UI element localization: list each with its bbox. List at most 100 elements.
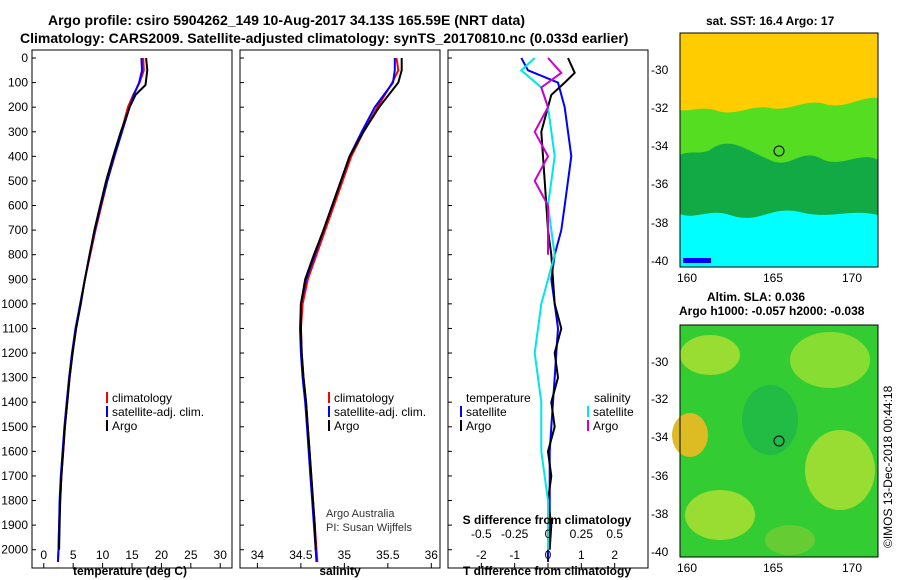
x-tick-label: 35.5 (376, 548, 400, 562)
series-line-climatology (56, 57, 145, 563)
sst-lat-tick: -32 (651, 101, 669, 115)
sst-lon-tick: 170 (842, 271, 862, 285)
sla-lat-tick: -40 (651, 545, 669, 559)
legend-swatch-s-satellite (587, 406, 589, 417)
legend-swatch-argo (106, 420, 108, 431)
legend-s-satellite: satellite (593, 405, 634, 419)
salinity-x-label: salinity (319, 564, 361, 578)
series-line-climatology (299, 57, 400, 563)
x-tick-label: 0 (545, 548, 552, 562)
legend-swatch-t-satellite (460, 406, 462, 417)
difference-panel-frame (447, 49, 649, 569)
sla-lat-tick: -38 (651, 507, 669, 521)
legend-swatch-climatology (106, 392, 108, 403)
sla-map (672, 324, 879, 558)
y-tick-label: 1700 (1, 469, 28, 483)
x-tick-label: 25 (184, 548, 198, 562)
sst-lat-tick: -38 (651, 216, 669, 230)
y-tick-label: 1800 (1, 494, 28, 508)
salinity-legend: climatology satellite-adj. clim. Argo (328, 391, 426, 433)
y-tick-label: 1500 (1, 420, 28, 434)
sla-lat-tick: -32 (651, 392, 669, 406)
sst-lat-tick: -30 (651, 63, 669, 77)
temperature-series (56, 57, 149, 563)
y-tick-label: 100 (8, 76, 28, 90)
legend-swatch-satellite (106, 406, 108, 417)
sla-blob (672, 413, 708, 457)
x-tick-label: 34.5 (289, 548, 313, 562)
legend-satellite: satellite-adj. clim. (334, 405, 426, 419)
series-line-salinity-argo (533, 57, 563, 255)
sla-map-title-1: Altim. SLA: 0.036 (707, 290, 805, 304)
legend-swatch-satellite (328, 406, 330, 417)
x-tick-label: 20 (155, 548, 169, 562)
sla-lat-tick: -36 (651, 469, 669, 483)
legend-climatology: climatology (334, 391, 394, 405)
y-tick-label: 1100 (2, 321, 28, 335)
legend-argo: Argo (334, 419, 360, 433)
sla-lon-tick: 170 (842, 561, 862, 575)
legend-salinity-heading: salinity (594, 391, 631, 405)
sla-lon-tick: 160 (677, 561, 697, 575)
s-difference-x-label: S difference from climatology (463, 513, 632, 527)
legend-swatch-s-argo (587, 420, 589, 431)
x2-tick-label: -0.25 (501, 527, 529, 541)
y-tick-label: 200 (8, 100, 28, 114)
argo-location-marker (773, 145, 785, 157)
sla-map-frame (679, 324, 879, 558)
sst-lon-tick: 160 (677, 271, 697, 285)
sla-lon-tick: 165 (763, 561, 783, 575)
sla-map-title-2: Argo h1000: -0.057 h2000: -0.038 (679, 304, 865, 318)
y-tick-label: 1900 (1, 518, 28, 532)
sla-lat-tick: -34 (651, 430, 669, 444)
legend-s-argo: Argo (593, 419, 619, 433)
sla-blob (805, 430, 875, 510)
x-tick-label: -2 (476, 548, 487, 562)
legend-swatch-t-argo (460, 420, 462, 431)
x-tick-label: 35 (338, 548, 352, 562)
x-tick-label: 15 (125, 548, 139, 562)
argo-location-marker (773, 435, 785, 447)
sla-lat-tick: -30 (651, 355, 669, 369)
legend-climatology: climatology (112, 391, 172, 405)
sst-lat-tick: -34 (651, 139, 669, 153)
sla-blob (680, 335, 740, 375)
sst-lat-tick: -40 (651, 254, 669, 268)
y-tick-label: 300 (8, 125, 28, 139)
sst-region-warm (680, 33, 878, 113)
y-tick-label: 900 (8, 272, 28, 286)
y-tick-label: 400 (8, 149, 28, 163)
y-tick-label: 0 (21, 51, 28, 65)
temperature-legend: climatology satellite-adj. clim. Argo (106, 391, 204, 433)
credit-line-2: PI: Susan Wijffels (326, 522, 412, 534)
difference-series (519, 57, 576, 562)
legend-temperature-heading: temperature (466, 391, 531, 405)
x-tick-label: 10 (96, 548, 110, 562)
sla-blob (790, 332, 870, 388)
series-line-satellite-adj-clim- (56, 57, 144, 563)
x-tick-label: 36 (425, 548, 439, 562)
x-tick-label: 0 (40, 548, 47, 562)
x-tick-label: 2 (611, 548, 618, 562)
series-line-argo (299, 58, 403, 550)
legend-satellite: satellite-adj. clim. (112, 405, 204, 419)
temperature-x-label: temperature (deg C) (73, 564, 187, 578)
sla-blob (765, 525, 815, 555)
series-line-temperature-argo (540, 57, 576, 550)
x-tick-label: 34 (251, 548, 265, 562)
sla-blob (685, 490, 755, 540)
title-line-1: Argo profile: csiro 5904262_149 10-Aug-2… (48, 12, 525, 28)
y-tick-label: 1000 (1, 297, 28, 311)
y-tick-label: 500 (8, 174, 28, 188)
y-tick-label: 1400 (1, 395, 28, 409)
x2-tick-label: 0.25 (570, 527, 594, 541)
sst-map (679, 32, 879, 268)
credit-line-1: Argo Australia (326, 508, 395, 520)
y-tick-label: 1300 (1, 371, 28, 385)
series-line-satellite-adj-clim- (298, 58, 396, 563)
y-tick-label: 700 (8, 223, 28, 237)
difference-legend: temperature satellite Argo salinity sate… (460, 391, 634, 433)
sla-map-ticks: -30 -32 -34 -36 -38 -40 160 165 170 (651, 355, 862, 575)
salinity-series (298, 57, 403, 563)
y-tick-label: 1600 (1, 444, 28, 458)
